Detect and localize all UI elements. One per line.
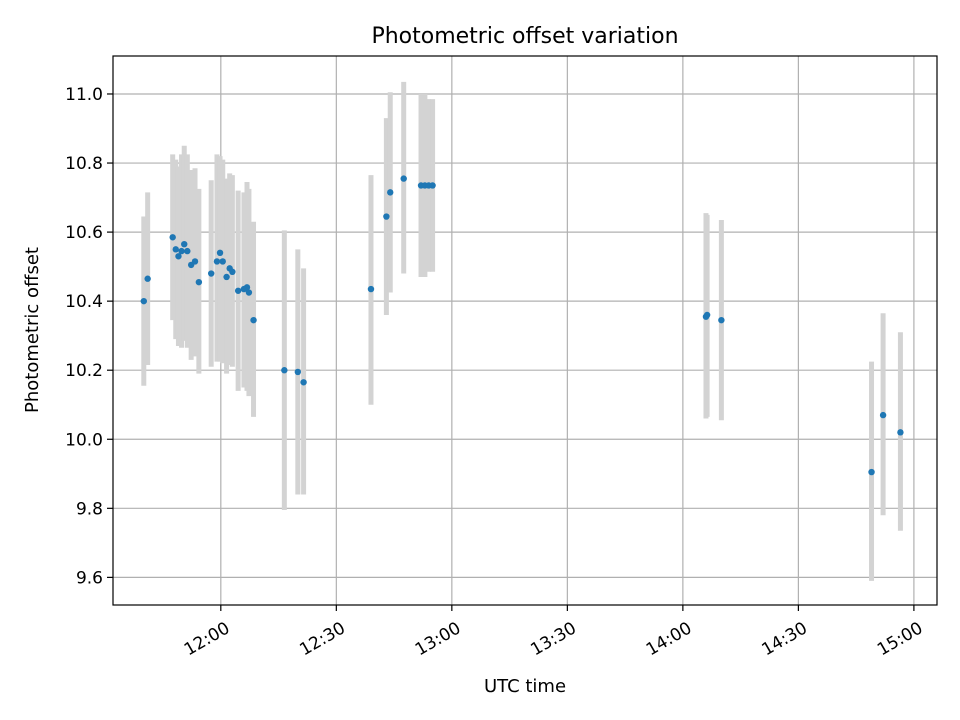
data-point	[429, 182, 436, 189]
y-tick-label: 10.6	[65, 223, 103, 243]
data-point	[300, 379, 307, 386]
y-tick-label: 10.2	[65, 361, 103, 381]
data-point	[250, 316, 257, 324]
x-axis-label: UTC time	[484, 676, 566, 697]
data-point	[207, 270, 215, 277]
y-tick-label: 9.6	[76, 568, 103, 588]
data-point	[367, 285, 375, 293]
data-point	[243, 284, 251, 291]
data-point	[219, 258, 226, 265]
data-point	[294, 368, 302, 376]
y-tick-label: 10.4	[65, 292, 103, 312]
data-point	[140, 297, 148, 305]
data-point	[169, 234, 176, 241]
data-point	[879, 411, 887, 419]
data-point	[400, 175, 407, 182]
data-point	[178, 247, 185, 255]
data-point	[213, 258, 221, 265]
data-point	[216, 249, 224, 257]
data-point	[181, 240, 188, 248]
y-axis-ticks: 9.6 9.8 10.0 10.2 10.4 10.6 10.8 11.0	[65, 85, 113, 588]
data-point	[191, 258, 199, 265]
data-point	[175, 253, 182, 260]
data-point	[703, 311, 711, 319]
y-tick-label: 10.0	[65, 430, 103, 450]
data-point	[144, 275, 151, 282]
data-point	[245, 289, 253, 296]
data-point	[184, 247, 191, 255]
data-point	[234, 287, 242, 294]
chart-title: Photometric offset variation	[371, 24, 678, 49]
data-point	[281, 367, 288, 374]
y-tick-label: 9.8	[76, 499, 103, 519]
data-point	[195, 278, 203, 286]
data-point	[868, 468, 875, 476]
data-point	[897, 429, 904, 436]
plot-area-frame	[112, 55, 938, 606]
y-tick-label: 11.0	[65, 85, 103, 105]
y-axis-label: Photometric offset	[22, 247, 43, 413]
data-points	[140, 175, 904, 476]
data-point	[387, 189, 394, 196]
y-tick-label: 10.8	[65, 154, 103, 174]
data-point	[172, 246, 179, 253]
data-point	[718, 316, 725, 324]
data-point	[223, 273, 230, 281]
data-point	[229, 268, 236, 276]
data-point	[383, 213, 390, 220]
